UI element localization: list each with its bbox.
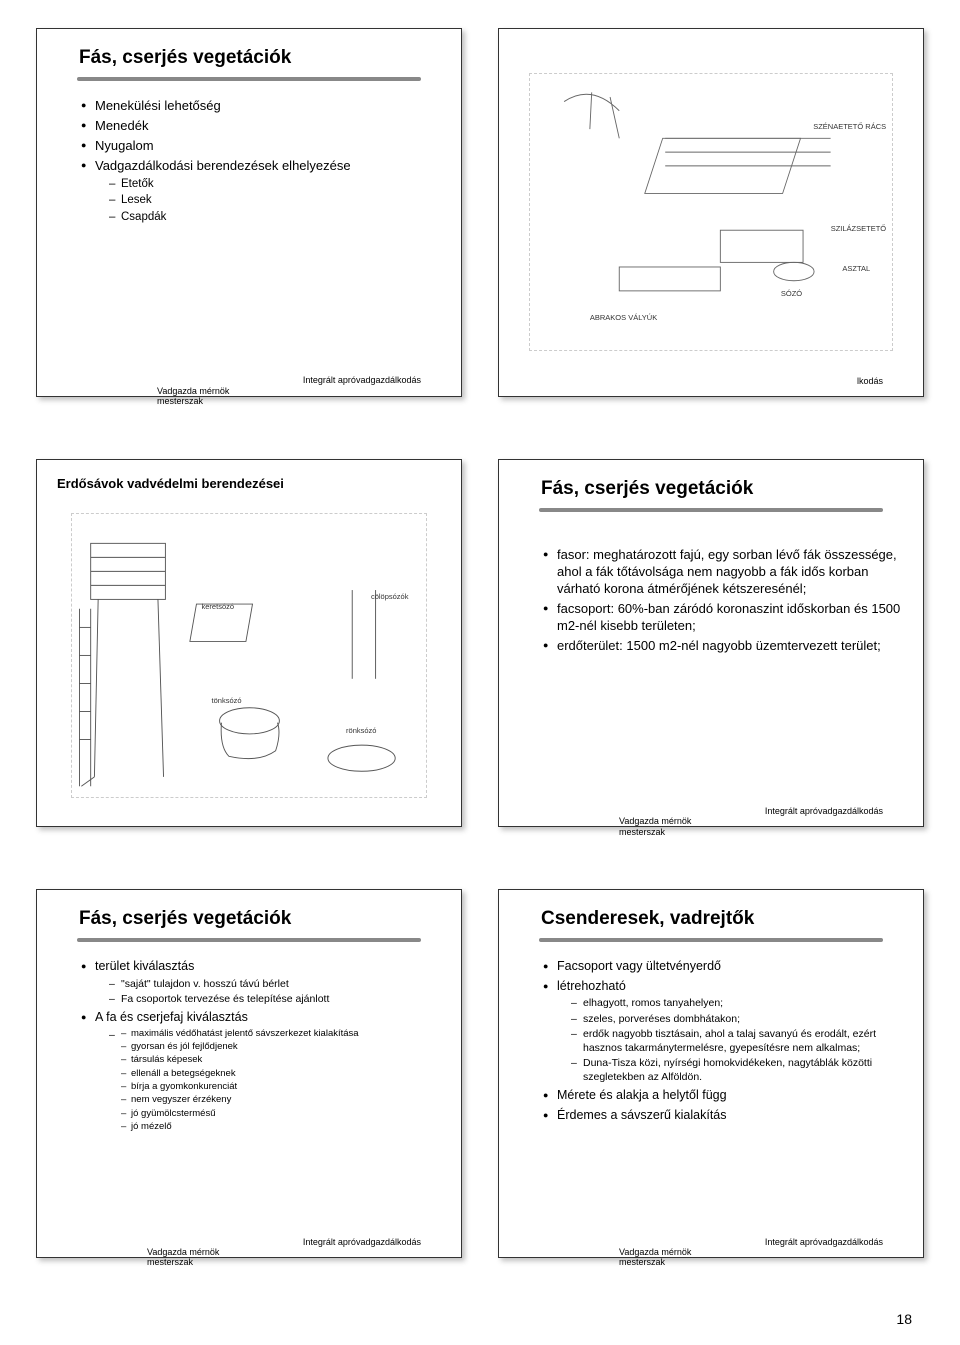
slide-small-title: Erdősávok vadvédelmi berendezései [55,476,443,491]
slide-1: Fás, cserjés vegetációk Menekülési lehet… [36,28,462,397]
bullet: Vadgazdálkodási berendezések elhelyezése… [81,157,439,225]
slide-title: Csenderesek, vadrejtők [539,908,901,930]
sub-bullet: Lesek [109,193,439,209]
slide-4: Fás, cserjés vegetációk fasor: meghatáro… [498,459,924,828]
bullet-list: fasor: meghatározott fajú, egy sorban lé… [539,546,901,658]
sub-sub-list: maximális védőhatást jelentő sávszerkeze… [121,1028,439,1134]
sub-sub-bullet: jó mézelő [121,1121,439,1133]
footer-right: Integrált apróvadgazdálkodás [303,375,421,385]
sub-bullet: Etetők [109,177,439,193]
illus-label: tönksózó [212,696,242,705]
slide-title: Fás, cserjés vegetációk [77,47,439,69]
bullet: erdőterület: 1500 m2-nél nagyobb üzemter… [543,637,901,654]
sub-bullet: Duna-Tisza közi, nyírségi homokvidékeken… [571,1056,901,1084]
footer-right: Integrált apróvadgazdálkodás [303,1237,421,1247]
feeder-sketch-icon [530,74,892,350]
slide-title: Fás, cserjés vegetációk [77,908,439,930]
slide-title: Fás, cserjés vegetációk [539,478,901,500]
sub-bullet: Fa csoportok tervezése és telepítése ajá… [109,992,439,1006]
bullet: Nyugalom [81,137,439,154]
illus-label: rönksózó [346,726,376,735]
footer-left-line2: mesterszak [619,827,665,837]
slide-5: Fás, cserjés vegetációk terület kiválasz… [36,889,462,1258]
illus-label: SZÉNAETETŐ RÁCS [813,122,886,131]
bullet-text: létrehozható [557,979,626,993]
sub-bullet: maximális védőhatást jelentő sávszerkeze… [109,1028,439,1134]
footer-left-line1: Vadgazda mérnök [157,386,229,396]
illustration: SZÉNAETETŐ RÁCS SZILÁZSETETŐ ASZTAL SÓZÓ… [513,43,909,382]
slide-grid: Fás, cserjés vegetációk Menekülési lehet… [36,28,924,1258]
page-number: 18 [896,1311,912,1327]
bullet-list: terület kiválasztás "saját" tulajdon v. … [77,958,439,1136]
sub-list: maximális védőhatást jelentő sávszerkeze… [95,1028,439,1134]
footer-left-line1: Vadgazda mérnök [619,816,691,826]
illus-label: ABRAKOS VÁLYÚK [590,313,657,322]
slide-3: Erdősávok vadvédelmi berendezései [36,459,462,828]
bullet: Menekülési lehetőség [81,97,439,114]
footer-left: Vadgazda mérnök mesterszak [147,1247,219,1268]
sub-sub-bullet: ellenáll a betegségeknek [121,1068,439,1080]
bullet: létrehozható elhagyott, romos tanyahelye… [543,978,901,1085]
sub-sub-bullet: jó gyümölcstermésű [121,1108,439,1120]
bullet-list: Facsoport vagy ültetvényerdő létrehozhat… [539,958,901,1126]
slide-6: Csenderesek, vadrejtők Facsoport vagy ül… [498,889,924,1258]
footer-fragment: lkodás [857,376,883,386]
bullet: Érdemes a sávszerű kialakítás [543,1107,901,1124]
title-rule [77,77,421,81]
sub-bullet: szeles, porveréses dombhátakon; [571,1012,901,1026]
footer-left: Vadgazda mérnök mesterszak [619,1247,691,1268]
illus-label: SÓZÓ [781,289,802,298]
bullet: Menedék [81,117,439,134]
bullet-text: terület kiválasztás [95,959,194,973]
footer-left-line2: mesterszak [157,396,203,406]
footer-left-line1: Vadgazda mérnök [147,1247,219,1257]
bullet: terület kiválasztás "saját" tulajdon v. … [81,958,439,1006]
illustration: keretsózó cölöpsózók tönksózó rönksózó [55,501,443,811]
title-rule [539,508,883,512]
footer-left: Vadgazda mérnök mesterszak [157,386,229,407]
slide-2: SZÉNAETETŐ RÁCS SZILÁZSETETŐ ASZTAL SÓZÓ… [498,28,924,397]
footer-left: Vadgazda mérnök mesterszak [619,816,691,837]
bullet-text: Vadgazdálkodási berendezések elhelyezése [95,158,351,173]
sub-list: elhagyott, romos tanyahelyen; szeles, po… [557,996,901,1084]
footer-left-line2: mesterszak [619,1257,665,1267]
equipment-sketch-icon [72,514,427,797]
bullet: A fa és cserjefaj kiválasztás maximális … [81,1009,439,1133]
bullet-text: A fa és cserjefaj kiválasztás [95,1010,248,1024]
sub-list: "saját" tulajdon v. hosszú távú bérlet F… [95,977,439,1006]
sub-sub-bullet: maximális védőhatást jelentő sávszerkeze… [121,1028,439,1040]
sub-sub-bullet: gyorsan és jól fejlődjenek [121,1041,439,1053]
footer-right: Integrált apróvadgazdálkodás [765,1237,883,1247]
sub-bullet: elhagyott, romos tanyahelyen; [571,996,901,1010]
illus-label: SZILÁZSETETŐ [831,224,886,233]
title-rule [539,938,883,942]
bullet: facsoport: 60%-ban záródó koronaszint id… [543,600,901,634]
bullet: Mérete és alakja a helytől függ [543,1087,901,1104]
sub-sub-bullet: társulás képesek [121,1054,439,1066]
footer-right: Integrált apróvadgazdálkodás [765,806,883,816]
page: Fás, cserjés vegetációk Menekülési lehet… [0,0,960,1345]
illus-label: ASZTAL [842,264,870,273]
sub-sub-bullet: bírja a gyomkonkurenciát [121,1081,439,1093]
bullet-list: Menekülési lehetőség Menedék Nyugalom Va… [77,97,439,228]
footer-left-line1: Vadgazda mérnök [619,1247,691,1257]
footer-left-line2: mesterszak [147,1257,193,1267]
sub-bullet: erdők nagyobb tisztásain, ahol a talaj s… [571,1027,901,1055]
sub-bullet: Csapdák [109,210,439,226]
bullet: fasor: meghatározott fajú, egy sorban lé… [543,546,901,597]
sub-sub-bullet: nem vegyszer érzékeny [121,1094,439,1106]
illustration-placeholder: SZÉNAETETŐ RÁCS SZILÁZSETETŐ ASZTAL SÓZÓ… [529,73,893,351]
sub-list: Etetők Lesek Csapdák [95,177,439,226]
title-rule [77,938,421,942]
illus-label: cölöpsózók [371,592,409,601]
illus-label: keretsózó [202,602,235,611]
sub-bullet: "saját" tulajdon v. hosszú távú bérlet [109,977,439,991]
illustration-placeholder: keretsózó cölöpsózók tönksózó rönksózó [71,513,428,798]
bullet: Facsoport vagy ültetvényerdő [543,958,901,975]
